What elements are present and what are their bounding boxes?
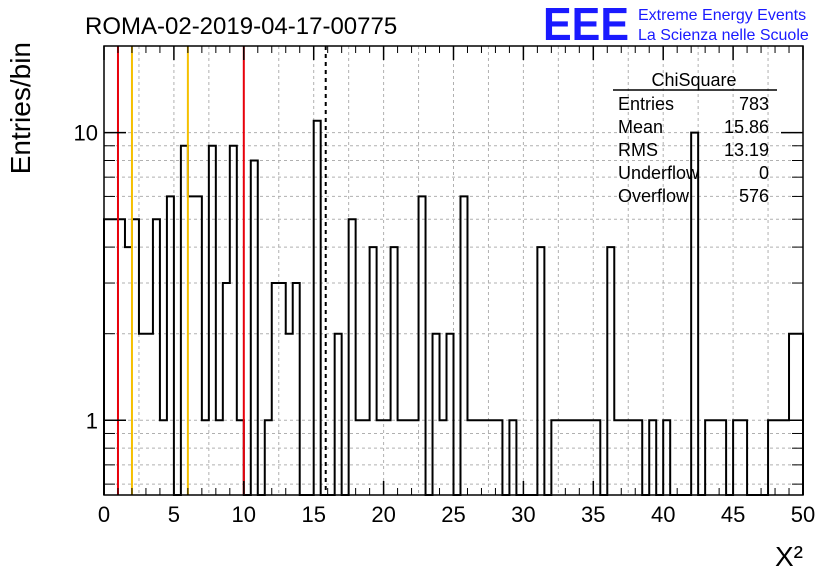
logo-text: EEE: [543, 0, 629, 50]
histogram-bin: [796, 334, 803, 495]
y-tick-label: 10: [74, 121, 98, 146]
y-axis-label: Entries/bin: [5, 42, 36, 174]
histogram-bin: [188, 196, 195, 495]
stats-value-rms: 13.19: [724, 140, 769, 160]
histogram-bin: [789, 334, 796, 495]
histogram-bin: [279, 283, 286, 495]
histogram-bin: [349, 219, 356, 495]
stats-label-rms: RMS: [618, 140, 658, 160]
x-tick-label: 10: [232, 502, 256, 527]
run-title: ROMA-02-2019-04-17-00775: [85, 13, 397, 40]
stats-label-overflow: Overflow: [618, 186, 690, 206]
histogram-bin: [104, 219, 111, 495]
histogram-bin: [209, 146, 216, 495]
histogram-bin: [118, 219, 125, 495]
x-tick-label: 5: [168, 502, 180, 527]
histogram-bin: [460, 196, 467, 495]
x-tick-label: 35: [581, 502, 605, 527]
reference-lines: [116, 46, 327, 495]
x-tick-label: 0: [98, 502, 110, 527]
x-tick-label: 50: [791, 502, 815, 527]
x-tick-label: 15: [301, 502, 325, 527]
histogram-bin: [391, 247, 398, 495]
histogram-bin: [111, 219, 118, 495]
eee-logo: EEE Extreme Energy Events La Scienza nel…: [543, 0, 809, 50]
logo-line2: La Scienza nelle Scuole: [638, 27, 809, 44]
histogram-bin: [251, 160, 258, 495]
histogram-bin: [223, 283, 230, 495]
stats-label-underflow: Underflow: [618, 163, 700, 183]
histogram-bin: [132, 219, 139, 495]
histogram-bin: [146, 334, 153, 495]
stats-title: ChiSquare: [651, 70, 736, 90]
histogram-bin: [293, 283, 300, 495]
x-tick-label: 30: [511, 502, 535, 527]
x-tick-label: 20: [371, 502, 395, 527]
histogram-bin: [286, 334, 293, 495]
histogram-bin: [167, 196, 174, 495]
histogram-bin: [230, 146, 237, 495]
histogram-bin: [139, 334, 146, 495]
stats-box: ChiSquare Entries 783 Mean 15.86 RMS 13.…: [613, 70, 777, 206]
histogram-bin: [607, 247, 614, 495]
histogram-bin: [335, 334, 342, 495]
histogram-bin: [181, 146, 188, 495]
stats-label-mean: Mean: [618, 117, 663, 137]
histogram-bin: [125, 247, 132, 495]
histogram-bin: [691, 133, 698, 495]
histogram-bin: [153, 219, 160, 495]
histogram-bin: [419, 196, 426, 495]
x-tick-label: 45: [721, 502, 745, 527]
histogram-bin: [433, 334, 440, 495]
logo-line1: Extreme Energy Events: [638, 7, 806, 24]
axes: 0 5 10 15 20 25 30 35 40 45 50 1 10: [74, 45, 815, 527]
x-tick-label: 25: [441, 502, 465, 527]
stats-value-overflow: 576: [739, 186, 769, 206]
histogram-bin: [195, 196, 202, 495]
histogram-bin: [272, 283, 279, 495]
histogram-bin: [537, 247, 544, 495]
histogram-bin: [370, 247, 377, 495]
x-axis-label: X²: [775, 541, 803, 572]
stats-value-entries: 783: [739, 94, 769, 114]
y-tick-label: 1: [86, 408, 98, 433]
stats-label-entries: Entries: [618, 94, 674, 114]
stats-value-underflow: 0: [759, 163, 769, 183]
histogram-bin: [447, 334, 454, 495]
x-tick-label: 40: [651, 502, 675, 527]
stats-value-mean: 15.86: [724, 117, 769, 137]
